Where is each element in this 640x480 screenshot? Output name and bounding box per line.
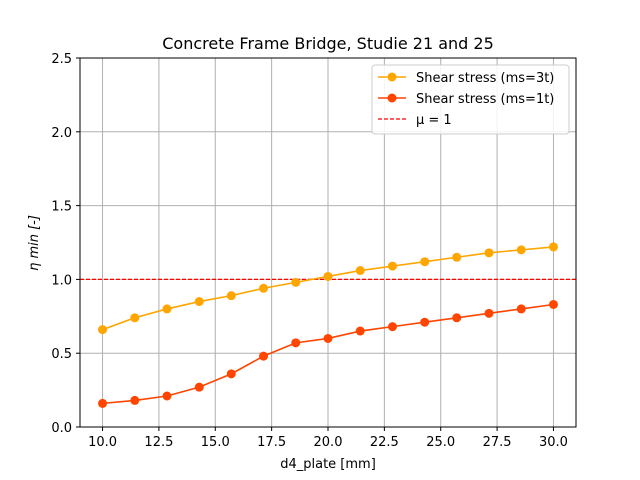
legend-marker <box>387 72 397 82</box>
x-tick-label: 27.5 <box>483 435 512 450</box>
chart-title: Concrete Frame Bridge, Studie 21 and 25 <box>162 34 494 53</box>
data-point <box>323 333 333 343</box>
data-point <box>291 338 301 348</box>
x-tick-label: 15.0 <box>201 435 230 450</box>
data-point <box>355 326 365 336</box>
data-point <box>130 313 140 323</box>
x-tick-label: 12.5 <box>144 435 173 450</box>
data-point <box>259 283 269 293</box>
y-tick-label: 0.5 <box>51 347 72 362</box>
data-point <box>516 304 526 314</box>
data-point <box>194 297 204 307</box>
data-point <box>226 369 236 379</box>
x-tick-label: 10.0 <box>88 435 117 450</box>
data-point <box>130 395 140 405</box>
data-point <box>162 304 172 314</box>
data-point <box>484 248 494 258</box>
y-axis-label: η min [-] <box>27 215 42 271</box>
data-point <box>548 299 558 309</box>
data-point <box>548 242 558 252</box>
y-tick-label: 2.0 <box>51 126 72 141</box>
legend-label: Shear stress (ms=3t) <box>416 71 554 86</box>
data-point <box>516 245 526 255</box>
x-tick-label: 22.5 <box>370 435 399 450</box>
legend-label: Shear stress (ms=1t) <box>416 92 554 107</box>
x-tick-label: 17.5 <box>257 435 286 450</box>
data-point <box>387 261 397 271</box>
data-point <box>323 271 333 281</box>
y-tick-label: 1.0 <box>51 273 72 288</box>
data-point <box>452 252 462 262</box>
legend-label: μ = 1 <box>416 113 452 128</box>
data-point <box>194 382 204 392</box>
data-point <box>98 398 108 408</box>
data-point <box>291 277 301 287</box>
data-point <box>355 266 365 276</box>
data-point <box>226 291 236 301</box>
x-tick-label: 30.0 <box>539 435 568 450</box>
x-axis-label: d4_plate [mm] <box>280 457 376 472</box>
y-tick-label: 2.5 <box>51 52 72 67</box>
y-tick-label: 1.5 <box>51 200 72 215</box>
x-tick-label: 20.0 <box>314 435 343 450</box>
data-point <box>98 325 108 335</box>
data-point <box>387 322 397 332</box>
legend: Shear stress (ms=3t) Shear stress (ms=1t)… <box>371 64 570 135</box>
y-tick-label: 0.0 <box>51 421 72 436</box>
legend-marker <box>387 93 397 103</box>
data-point <box>420 317 430 327</box>
data-point <box>484 308 494 318</box>
data-point <box>259 351 269 361</box>
x-tick-label: 25.0 <box>426 435 455 450</box>
data-point <box>452 313 462 323</box>
data-point <box>162 391 172 401</box>
legend-box <box>371 64 570 135</box>
data-point <box>420 257 430 267</box>
